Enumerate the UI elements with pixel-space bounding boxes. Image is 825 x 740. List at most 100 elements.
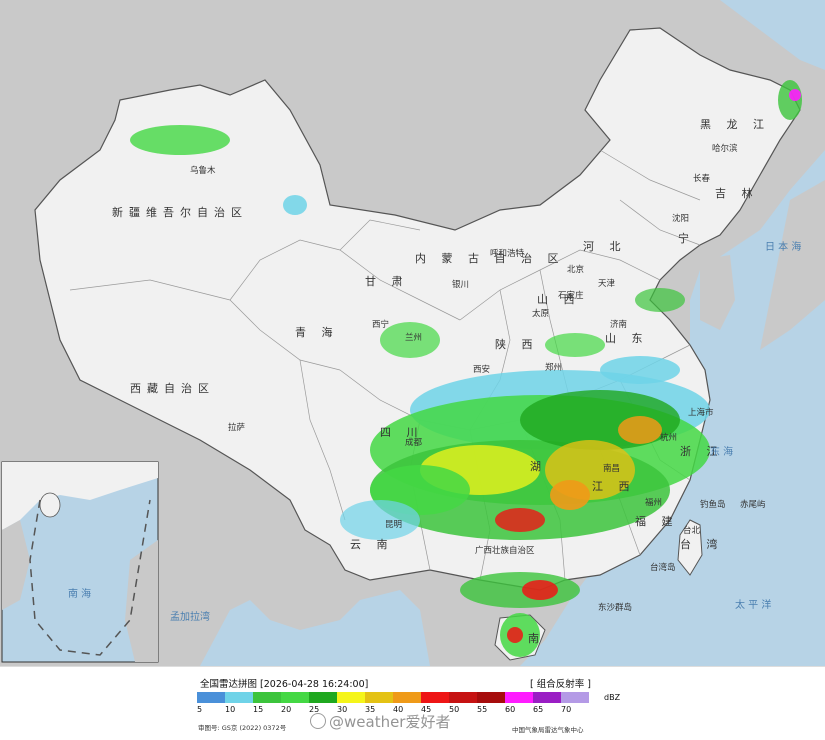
province-label-hunan: 湖 xyxy=(530,460,547,473)
province-label-qinghai: 青 海 xyxy=(295,325,339,339)
city-label-zhengzhou: 郑州 xyxy=(545,362,562,373)
radar-echoes xyxy=(130,80,802,657)
scale-tick-label: 5 xyxy=(197,705,203,714)
color-swatch xyxy=(281,692,309,703)
scale-tick-label: 45 xyxy=(421,705,432,714)
city-label-lanzhou: 兰州 xyxy=(405,332,422,343)
sea-label-japan: 日 本 海 xyxy=(765,240,801,253)
city-label-xian: 西安 xyxy=(473,364,490,375)
island-label-diaoyu: 钓鱼岛 xyxy=(700,499,726,510)
province-label-jiangxi: 江 西 xyxy=(592,480,636,493)
color-scale-bar xyxy=(197,692,589,703)
legend-panel xyxy=(0,666,825,740)
city-label-harbin: 哈尔滨 xyxy=(712,143,738,154)
city-label-xining: 西宁 xyxy=(372,319,389,330)
province-label-shandong: 山 东 xyxy=(605,332,649,345)
color-swatch xyxy=(477,692,505,703)
color-swatch xyxy=(337,692,365,703)
scale-tick-label: 40 xyxy=(393,705,404,714)
province-label-xinjiang: 新疆维吾尔自治区 xyxy=(112,205,248,219)
scale-tick-label: 30 xyxy=(337,705,348,714)
city-label-huhehaote: 呼和浩特 xyxy=(490,248,525,259)
province-label-gansu: 甘 肃 xyxy=(365,275,409,288)
province-label-jilin: 吉 林 xyxy=(715,186,759,200)
scale-tick-label: 35 xyxy=(365,705,376,714)
city-label-taipei: 台北 xyxy=(683,525,701,536)
color-swatch xyxy=(505,692,533,703)
watermark: @weather爱好者 xyxy=(310,711,450,732)
scale-tick-label: 55 xyxy=(477,705,488,714)
province-label-zhejiang: 浙 江 xyxy=(680,445,724,458)
japan-land xyxy=(760,180,825,350)
unit-label: dBZ xyxy=(604,693,621,702)
china-radar-map: 新疆维吾尔自治区 西藏自治区 青 海 甘 肃 内 蒙 古 自 治 区 黑 龙 江… xyxy=(0,0,825,666)
island-label-taiwan: 台湾岛 xyxy=(650,562,676,573)
color-swatch xyxy=(449,692,477,703)
watermark-text: @weather爱好者 xyxy=(329,713,451,731)
color-swatch xyxy=(561,692,589,703)
city-label-taiyuan: 太原 xyxy=(532,308,549,319)
color-scale-ticks: 5 10 15 20 25 30 35 40 45 50 55 60 65 70 xyxy=(197,705,617,717)
island-label-dongsha: 东沙群岛 xyxy=(598,602,632,613)
province-label-neimenggu: 内 蒙 古 自 治 区 xyxy=(415,251,564,265)
city-label-fuzhou: 福州 xyxy=(645,497,662,508)
color-swatch xyxy=(253,692,281,703)
province-label-shaanxi: 陕 西 xyxy=(495,337,539,351)
map-labels: 新疆维吾尔自治区 西藏自治区 青 海 甘 肃 内 蒙 古 自 治 区 黑 龙 江… xyxy=(68,118,801,645)
city-label-lhasa: 拉萨 xyxy=(228,422,246,433)
island-label-chiwei: 赤尾屿 xyxy=(740,500,766,510)
color-swatch xyxy=(393,692,421,703)
sea-label-south: 南 海 xyxy=(68,587,91,600)
city-label-jinan: 济南 xyxy=(610,319,627,330)
color-swatch xyxy=(421,692,449,703)
city-label-yinchuan: 银川 xyxy=(452,279,469,290)
city-label-hangzhou: 杭州 xyxy=(660,432,677,443)
province-label-xizang: 西藏自治区 xyxy=(130,381,215,395)
city-label-urumqi: 乌鲁木 xyxy=(190,165,216,176)
legend-title: 全国雷达拼图 [2026-04-28 16:24:00] xyxy=(200,679,369,690)
province-label-liaoning: 宁 xyxy=(678,231,695,245)
province-label-fujian: 福 建 xyxy=(635,514,679,528)
province-label-sichuan: 四 川 xyxy=(380,426,424,439)
product-name: [ 组合反射率 ] xyxy=(530,679,591,690)
taiwan-island-shape xyxy=(677,519,703,576)
map-approval-number: 审图号: GS京 (2022) 0372号 xyxy=(198,724,287,732)
city-label-shijiazhuang: 石家庄 xyxy=(558,290,584,301)
sea-label-east: 东 海 xyxy=(710,445,733,458)
korea-land xyxy=(700,255,735,330)
city-label-shanghai: 上海市 xyxy=(688,407,714,418)
scale-tick-label: 15 xyxy=(253,705,264,714)
city-label-beijing: 北京 xyxy=(567,264,584,275)
scale-tick-label: 20 xyxy=(281,705,292,714)
weibo-icon xyxy=(310,713,326,729)
scale-tick-label: 70 xyxy=(561,705,572,714)
sea-label-bengal: 孟加拉湾 xyxy=(170,610,210,623)
organization-label: 中国气象局雷达气象中心 xyxy=(512,726,584,734)
city-label-tianjin: 天津 xyxy=(598,278,616,289)
scale-tick-label: 65 xyxy=(533,705,544,714)
scale-tick-label: 10 xyxy=(225,705,236,714)
province-label-guangxi: 广西壮族自治区 xyxy=(475,545,535,556)
color-swatch xyxy=(365,692,393,703)
scale-tick-label: 60 xyxy=(505,705,516,714)
province-label-yunnan: 云 南 xyxy=(350,538,394,551)
province-label-taiwan: 台 湾 xyxy=(680,537,724,551)
scale-tick-label: 25 xyxy=(309,705,320,714)
city-label-changchun: 长春 xyxy=(693,173,711,184)
color-swatch xyxy=(225,692,253,703)
city-label-kunming: 昆明 xyxy=(385,520,402,530)
city-label-chengdu: 成都 xyxy=(405,437,423,448)
south-china-sea-inset xyxy=(1,461,159,663)
city-label-nanchang: 南昌 xyxy=(603,463,620,474)
color-swatch xyxy=(197,692,225,703)
color-swatch xyxy=(309,692,337,703)
city-label-shenyang: 沈阳 xyxy=(672,213,689,224)
sea-label-pacific: 太 平 洋 xyxy=(735,598,771,611)
province-label-heilongjiang: 黑 龙 江 xyxy=(700,118,770,131)
province-label-shanxi: 山 西 xyxy=(537,293,581,306)
province-label-hainan: 南 xyxy=(528,632,545,645)
color-swatch xyxy=(533,692,561,703)
scale-tick-label: 50 xyxy=(449,705,460,714)
province-label-hebei: 河 北 xyxy=(583,240,627,253)
